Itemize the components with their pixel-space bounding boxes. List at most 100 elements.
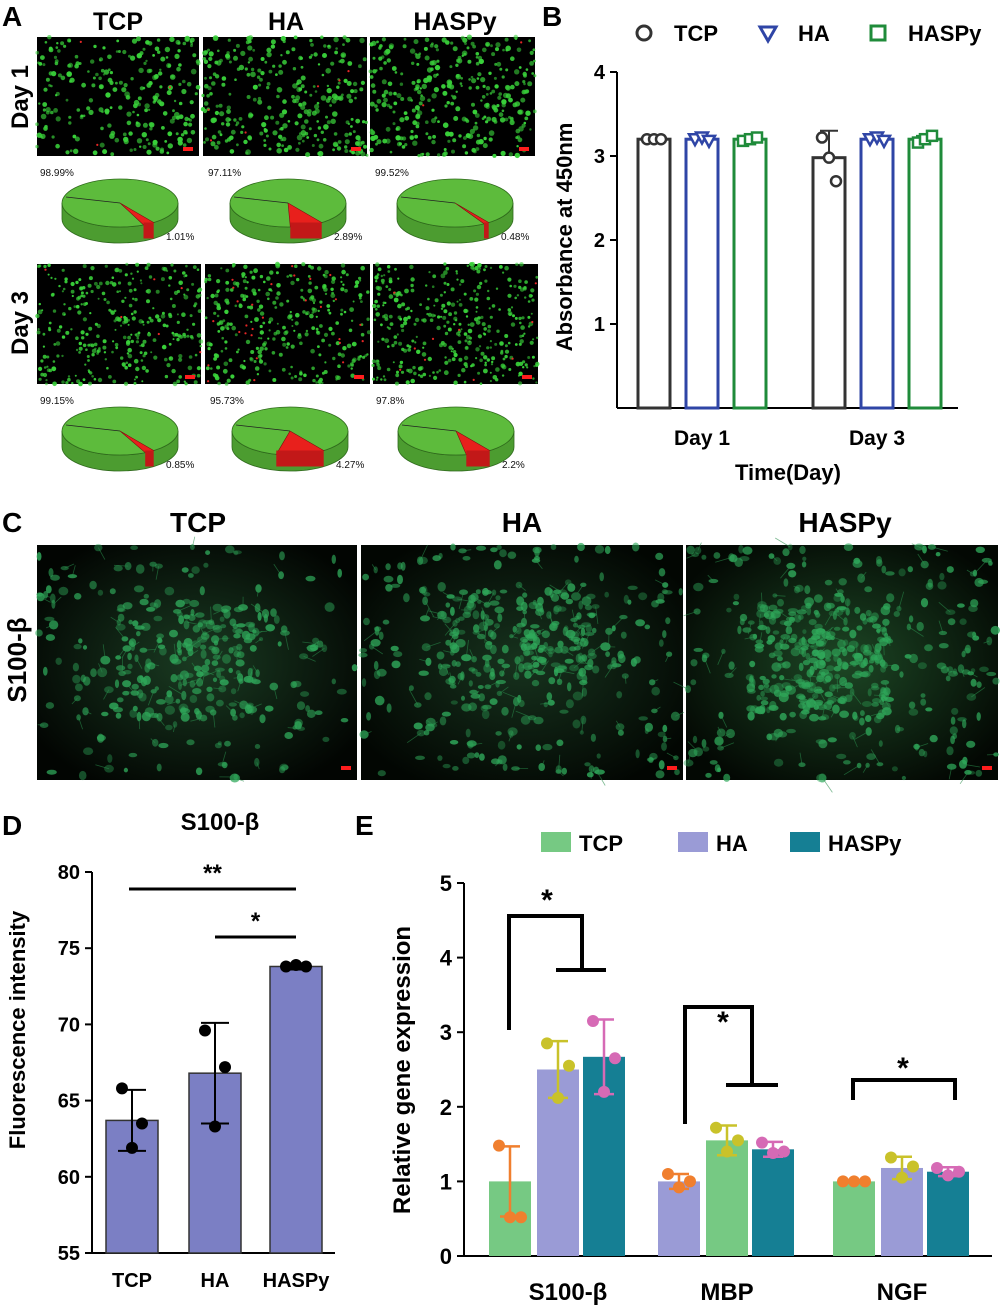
stained-cell bbox=[802, 556, 807, 561]
live-cell bbox=[345, 273, 349, 277]
live-cell bbox=[146, 149, 152, 155]
live-cell bbox=[102, 339, 107, 344]
panel-d-sig-label: ** bbox=[203, 860, 222, 887]
stained-cell bbox=[785, 626, 793, 635]
live-cell bbox=[87, 369, 91, 372]
live-cell bbox=[176, 66, 181, 72]
live-cell bbox=[173, 99, 177, 103]
stained-cell bbox=[532, 661, 540, 668]
cell-process bbox=[707, 574, 714, 582]
live-cell bbox=[270, 44, 276, 49]
live-cell bbox=[320, 35, 324, 39]
live-cell bbox=[187, 117, 191, 121]
stained-cell bbox=[561, 767, 567, 775]
live-cell bbox=[111, 350, 114, 354]
panel-b-ytick-label: 1 bbox=[594, 314, 605, 336]
live-cell bbox=[174, 53, 180, 60]
scale-bar bbox=[341, 766, 351, 770]
live-cell bbox=[377, 292, 381, 296]
panel-b-ytick-label: 2 bbox=[594, 230, 605, 252]
live-cell bbox=[507, 341, 511, 345]
live-cell bbox=[465, 119, 470, 123]
stained-cell bbox=[869, 651, 875, 661]
live-cell bbox=[431, 139, 436, 145]
cell-process bbox=[110, 616, 120, 623]
live-cell bbox=[504, 265, 509, 271]
live-cell bbox=[471, 102, 475, 107]
live-cell bbox=[248, 378, 252, 382]
stained-cell bbox=[449, 740, 459, 745]
live-cell bbox=[96, 334, 100, 339]
stained-cell bbox=[564, 658, 574, 664]
cell-process bbox=[970, 672, 978, 678]
panel-d-point bbox=[300, 960, 312, 973]
stained-cell bbox=[662, 630, 667, 639]
stained-cell bbox=[854, 606, 861, 614]
live-cell bbox=[442, 90, 448, 96]
stained-cell bbox=[824, 691, 833, 698]
live-cell bbox=[74, 63, 79, 69]
stained-cell bbox=[917, 662, 927, 670]
live-cell bbox=[388, 277, 393, 282]
live-cell bbox=[369, 75, 374, 79]
live-cell bbox=[533, 59, 536, 63]
stained-cell bbox=[789, 616, 795, 623]
live-cell bbox=[198, 287, 203, 292]
pie-live-label: 98.99% bbox=[40, 168, 74, 179]
live-cell bbox=[177, 335, 181, 338]
live-cell bbox=[340, 276, 343, 279]
live-cell bbox=[490, 363, 494, 366]
live-cell bbox=[516, 47, 522, 53]
dead-cell bbox=[304, 299, 307, 302]
cell-process bbox=[931, 546, 948, 552]
live-cell bbox=[431, 285, 435, 289]
stained-cell bbox=[852, 662, 857, 667]
live-cell bbox=[263, 127, 267, 131]
live-cell bbox=[386, 58, 391, 63]
s100-image-ha bbox=[361, 545, 683, 780]
live-cell bbox=[472, 44, 476, 49]
live-cell bbox=[103, 351, 107, 354]
live-cell bbox=[450, 287, 455, 292]
live-cell bbox=[327, 308, 330, 312]
live-cell bbox=[319, 324, 323, 328]
pie-divider bbox=[400, 196, 456, 204]
panel-b-ylabel: Absorbance at 450nm bbox=[552, 123, 577, 352]
stained-cell bbox=[967, 631, 977, 638]
live-cell bbox=[522, 80, 526, 84]
stained-cell bbox=[497, 658, 505, 665]
live-cell bbox=[235, 281, 240, 286]
dead-cell bbox=[253, 379, 256, 382]
live-cell bbox=[70, 328, 73, 331]
stained-cell bbox=[423, 730, 430, 736]
stained-cell bbox=[415, 755, 425, 760]
cell-process bbox=[717, 726, 722, 733]
live-cell bbox=[376, 139, 382, 145]
live-cell bbox=[484, 265, 488, 268]
live-cell bbox=[507, 293, 512, 298]
live-cell bbox=[443, 324, 447, 328]
live-cell bbox=[431, 313, 435, 318]
stained-cell bbox=[358, 652, 368, 658]
dead-cell bbox=[342, 361, 345, 364]
live-cell bbox=[264, 115, 269, 121]
stained-cell bbox=[755, 639, 764, 644]
live-cell bbox=[48, 368, 53, 373]
stained-cell bbox=[228, 702, 237, 707]
stained-cell bbox=[300, 691, 310, 697]
live-cell bbox=[112, 379, 117, 384]
dead-cell bbox=[520, 41, 523, 44]
live-cell bbox=[437, 315, 441, 319]
live-cell bbox=[309, 313, 314, 319]
stained-cell bbox=[884, 632, 889, 638]
live-cell bbox=[123, 136, 129, 143]
live-cell bbox=[209, 76, 212, 80]
cell-process bbox=[233, 677, 241, 679]
stained-cell bbox=[45, 634, 56, 641]
dead-cell bbox=[251, 327, 254, 331]
stained-cell bbox=[788, 570, 797, 578]
live-cell bbox=[479, 382, 483, 386]
stained-cell bbox=[773, 689, 782, 697]
scale-bar bbox=[519, 147, 529, 151]
stained-cell bbox=[766, 639, 773, 645]
